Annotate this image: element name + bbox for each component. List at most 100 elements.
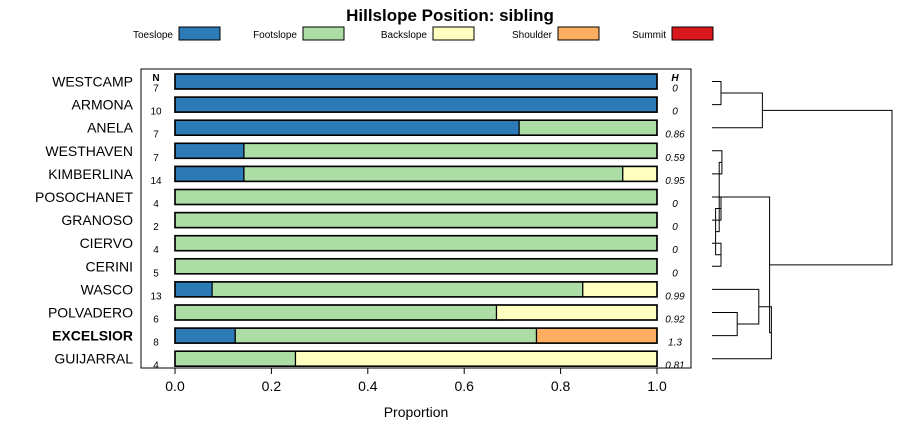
bar-outline (174, 304, 658, 321)
bar-segment-footslope (174, 258, 658, 275)
bar-segment-footslope (174, 235, 658, 252)
row-label: ANELA (87, 120, 134, 136)
bar-segment-footslope (518, 119, 658, 136)
dendrogram-branch (712, 288, 760, 325)
x-axis: 0.0 0.2 0.4 0.6 0.8 1.0 (165, 368, 667, 394)
n-value: 8 (153, 338, 159, 349)
n-value: 7 (153, 84, 159, 95)
row-label: CIERVO (80, 235, 134, 251)
h-value: 0.86 (665, 130, 685, 141)
row-label: GUIJARRAL (54, 351, 133, 367)
legend-label-shoulder: Shoulder (512, 30, 553, 41)
bar-segment-footslope (243, 165, 624, 182)
n-value: 4 (153, 361, 159, 372)
row-label: EXCELSIOR (52, 328, 133, 344)
n-value: 7 (153, 153, 159, 164)
row-label: WESTCAMP (52, 74, 133, 90)
n-value: 6 (153, 315, 159, 326)
row-label: CERINI (86, 258, 133, 274)
bar-segment-backslope (622, 165, 658, 182)
h-value: 0.92 (665, 315, 685, 326)
dendrogram-branch (712, 92, 763, 129)
legend-label-footslope: Footslope (253, 30, 297, 41)
bar-segment-footslope (243, 142, 658, 159)
bar-segment-toeslope (174, 73, 658, 90)
n-value: 4 (153, 245, 159, 256)
bar-rows: WESTCAMP 7 0 ARMONA 10 0 ANELA 7 0.86 WESTHAVEN 7 0… (35, 73, 685, 372)
n-value: 2 (153, 222, 159, 233)
bar-outline (174, 350, 658, 368)
bar-segment-footslope (174, 350, 297, 367)
bar-segment-toeslope (174, 327, 236, 344)
legend-label-summit: Summit (632, 30, 666, 41)
legend-swatch-summit (671, 26, 714, 41)
bar-segment-footslope (174, 304, 498, 321)
bar-segment-backslope (582, 281, 658, 298)
h-header: H (671, 73, 679, 84)
h-value: 0 (672, 222, 678, 233)
row-label: ARMONA (72, 97, 134, 113)
bar-segment-toeslope (174, 165, 245, 182)
n-value: 14 (150, 176, 162, 187)
legend-label-backslope: Backslope (381, 30, 428, 41)
bar-outline (174, 188, 658, 206)
bar-outline (174, 211, 658, 229)
bar-outline (174, 73, 658, 90)
bar-segment-footslope (211, 281, 584, 298)
x-tick-label: 1.0 (647, 378, 667, 394)
row-label: POSOCHANET (35, 189, 133, 205)
h-value: 0.99 (665, 291, 685, 302)
x-axis-label: Proportion (384, 404, 449, 420)
bar-segment-footslope (174, 212, 658, 229)
dendrogram-branch (712, 306, 772, 360)
h-value: 0.95 (665, 176, 685, 187)
x-tick-label: 0.2 (262, 378, 282, 394)
dendrogram (712, 81, 893, 360)
bar-segment-backslope (495, 304, 658, 321)
bar-outline (174, 234, 658, 252)
x-tick-label: 0.6 (454, 378, 474, 394)
row-label: WESTHAVEN (45, 143, 133, 159)
x-tick-label: 0.4 (358, 378, 378, 394)
h-value: 0 (672, 245, 678, 256)
bar-outline (174, 165, 658, 183)
row-label: POLVADERO (48, 305, 133, 321)
bar-outline (174, 257, 658, 275)
row-label: GRANOSO (61, 212, 133, 228)
h-value: 0.59 (665, 153, 685, 164)
legend: Toeslope Footslope Backslope Shoulder Summit (133, 26, 714, 41)
bar-segment-backslope (294, 350, 658, 367)
bar-outline (174, 96, 658, 113)
dendrogram-branch (762, 109, 893, 266)
bar-segment-toeslope (174, 96, 658, 113)
bar-segment-footslope (234, 327, 538, 344)
h-value: 1.3 (668, 338, 682, 349)
bar-segment-toeslope (174, 281, 213, 298)
h-value: 0 (672, 199, 678, 210)
plot-frame (140, 68, 692, 369)
n-value: 7 (153, 130, 159, 141)
row-label: WASCO (81, 281, 133, 297)
n-value: 13 (150, 291, 162, 302)
h-value: 0 (672, 107, 678, 118)
bar-segment-toeslope (174, 119, 520, 136)
bar-outline (174, 119, 658, 136)
dendrogram-branch (712, 81, 722, 106)
x-tick-label: 0.0 (165, 378, 185, 394)
n-value: 10 (150, 107, 162, 118)
n-header: N (152, 73, 159, 84)
row-label: KIMBERLINA (48, 166, 133, 182)
h-value: 0 (672, 84, 678, 95)
bar-outline (174, 327, 658, 344)
bar-segment-footslope (174, 188, 658, 206)
legend-swatch-toeslope (178, 26, 221, 41)
bar-outline (174, 281, 658, 298)
h-value: 0.81 (665, 361, 684, 372)
x-tick-label: 0.8 (551, 378, 571, 394)
bar-segment-shoulder (535, 327, 658, 344)
dendrogram-branch (712, 312, 738, 337)
h-value: 0 (672, 268, 678, 279)
n-value: 4 (153, 199, 159, 210)
n-value: 5 (153, 268, 159, 279)
